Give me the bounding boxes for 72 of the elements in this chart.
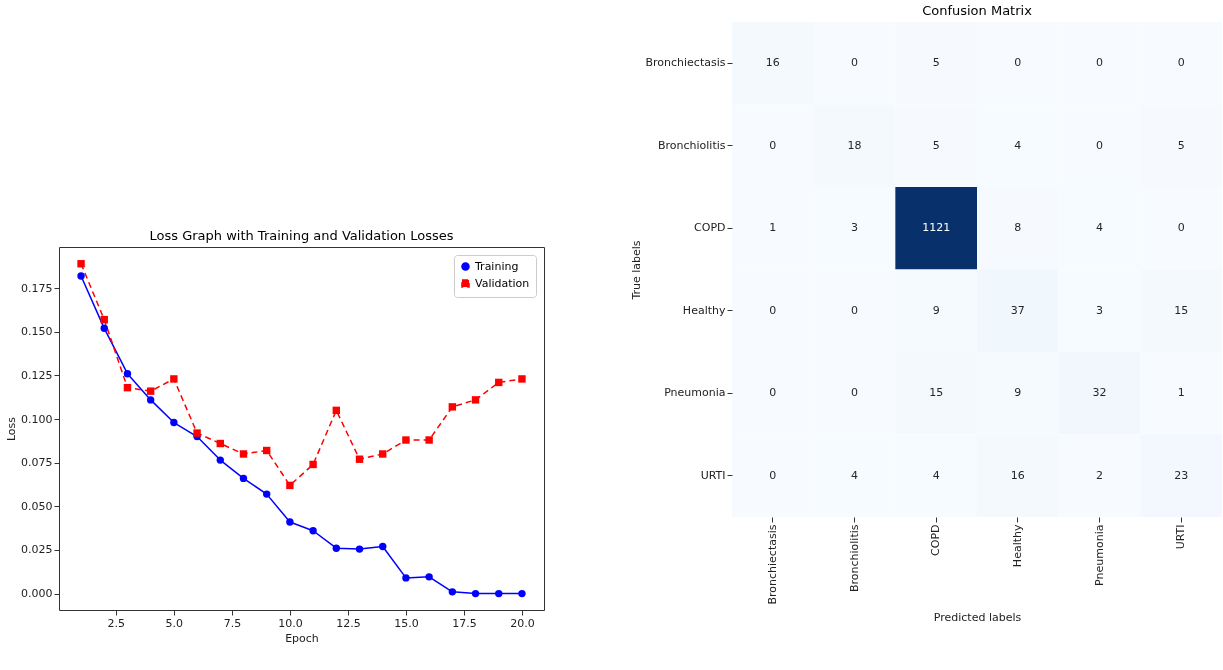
data-label: 0 xyxy=(1096,138,1103,152)
y-tick-label: Pneumonia xyxy=(664,386,726,400)
x-tick-label: 10.0 xyxy=(278,616,303,630)
x-tick-label: 15.0 xyxy=(394,616,419,630)
data-label: 16 xyxy=(765,56,780,70)
x-tick-label: 20.0 xyxy=(510,616,535,630)
x-tick-label: Bronchiolitis xyxy=(847,524,861,593)
y-tick-label: Healthy xyxy=(682,303,726,317)
y-tick-label: 0.100 xyxy=(21,412,53,426)
data-label: 16 xyxy=(1010,468,1025,482)
y-tick-label: 0.150 xyxy=(21,325,53,339)
data-label: 32 xyxy=(1092,386,1107,400)
y-tick-label: 0.050 xyxy=(21,499,53,513)
data-label: 0 xyxy=(769,386,777,400)
data-label: 0 xyxy=(769,468,777,482)
data-label: 0 xyxy=(1177,221,1185,235)
y-tick-label: 0.175 xyxy=(21,281,53,295)
data-label: 5 xyxy=(932,56,940,70)
data-label: 0 xyxy=(1014,56,1022,70)
y-tick-label: 0.000 xyxy=(21,587,53,601)
legend-label: Validation xyxy=(475,276,530,290)
data-label: 0 xyxy=(851,386,858,400)
x-tick-label: Bronchiectasis xyxy=(765,524,779,605)
data-label: 0 xyxy=(851,56,858,70)
y-tick-label: 0.075 xyxy=(21,456,53,470)
x-tick-label: URTI xyxy=(1174,524,1188,550)
data-label: 5 xyxy=(1177,138,1185,152)
x-axis-title: Predicted labels xyxy=(933,611,1022,625)
data-label: 15 xyxy=(929,386,944,400)
data-label: 5 xyxy=(932,138,940,152)
data-label: 1121 xyxy=(922,221,951,235)
data-label: 0 xyxy=(1096,56,1103,70)
data-label: 2 xyxy=(1096,468,1103,482)
data-label: 3 xyxy=(851,221,858,235)
x-tick-label: Pneumonia xyxy=(1092,524,1106,586)
x-tick-label: COPD xyxy=(929,524,943,556)
y-axis-title: Loss xyxy=(5,416,19,442)
data-label: 0 xyxy=(769,303,777,317)
y-tick-label: Bronchiectasis xyxy=(645,56,726,70)
y-tick-label: 0.025 xyxy=(21,543,53,557)
x-tick-label: 12.5 xyxy=(336,616,361,630)
data-label: 23 xyxy=(1174,468,1189,482)
legend-label: Training xyxy=(474,259,519,273)
x-axis-title: Epoch xyxy=(285,631,319,645)
x-tick-label: 2.5 xyxy=(107,616,126,630)
y-tick-label: Bronchiolitis xyxy=(657,138,726,152)
data-label: 9 xyxy=(1014,386,1022,400)
x-tick-label: 5.0 xyxy=(165,616,184,630)
data-label: 37 xyxy=(1010,303,1025,317)
data-label: 1 xyxy=(1177,386,1185,400)
data-label: 0 xyxy=(851,303,858,317)
data-label: 18 xyxy=(847,138,862,152)
data-label: 4 xyxy=(932,468,940,482)
y-axis-title: True labels xyxy=(629,240,643,301)
data-label: 9 xyxy=(932,303,940,317)
y-tick-label: COPD xyxy=(694,221,726,235)
data-label: 4 xyxy=(1014,138,1022,152)
chart-title: Loss Graph with Training and Validation Losses xyxy=(149,228,454,243)
data-label: 0 xyxy=(1177,56,1185,70)
x-tick-label: Healthy xyxy=(1010,524,1024,568)
data-label: 15 xyxy=(1174,303,1189,317)
y-tick-label: URTI xyxy=(700,468,726,482)
y-tick-label: 0.125 xyxy=(21,368,53,382)
x-tick-label: 17.5 xyxy=(452,616,477,630)
data-label: 3 xyxy=(1096,303,1103,317)
data-label: 1 xyxy=(769,221,777,235)
x-tick-label: 7.5 xyxy=(223,616,242,630)
data-label: 0 xyxy=(769,138,777,152)
chart-title: Confusion Matrix xyxy=(922,3,1033,18)
data-label: 4 xyxy=(851,468,858,482)
data-label: 4 xyxy=(1096,221,1103,235)
data-label: 8 xyxy=(1014,221,1022,235)
